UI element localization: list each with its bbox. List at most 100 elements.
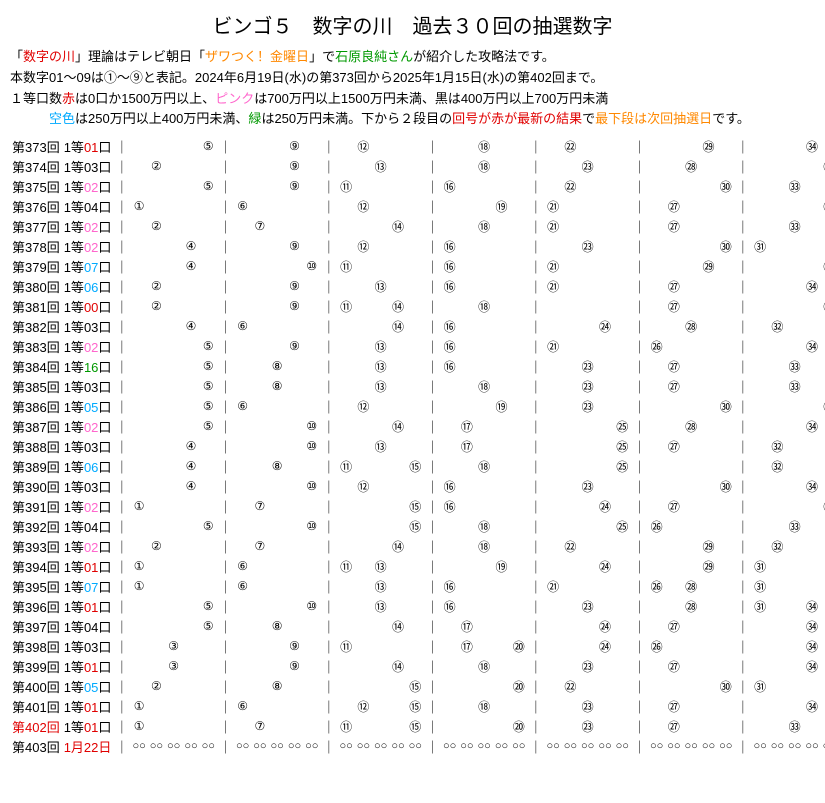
- number-cell: [769, 496, 786, 516]
- number-cell: [700, 576, 717, 596]
- number-cell: ㉑: [544, 576, 561, 596]
- number-cell: [751, 136, 768, 156]
- number-cell: [510, 416, 527, 436]
- number-cell: [821, 376, 825, 396]
- number-cell: [148, 176, 165, 196]
- number-cell: [182, 136, 199, 156]
- number-cell: [493, 636, 510, 656]
- round-label: 第373回: [10, 136, 62, 156]
- number-cell: [493, 676, 510, 696]
- number-cell: [130, 236, 147, 256]
- number-cell: [269, 396, 286, 416]
- number-cell: [372, 236, 389, 256]
- number-cell: ㉚: [717, 236, 734, 256]
- number-cell: ⑩: [303, 476, 320, 496]
- number-cell: [562, 296, 579, 316]
- number-cell: ㉟: [821, 156, 825, 176]
- separator: ｜: [320, 236, 337, 256]
- separator: ｜: [734, 156, 751, 176]
- number-cell: [717, 336, 734, 356]
- number-cell: ㉝: [786, 356, 803, 376]
- number-cell: [510, 336, 527, 356]
- separator: ｜: [217, 616, 234, 636]
- number-cell: ⑩: [303, 256, 320, 276]
- number-cell: [130, 416, 147, 436]
- number-cell: [251, 196, 268, 216]
- number-cell: [303, 456, 320, 476]
- number-cell: [182, 336, 199, 356]
- number-cell: [614, 196, 631, 216]
- number-cell: ⑥: [234, 396, 251, 416]
- separator: ｜: [320, 716, 337, 736]
- number-cell: [700, 656, 717, 676]
- number-cell: ⑤: [200, 516, 217, 536]
- number-cell: [786, 616, 803, 636]
- desc-text: 回号が赤が最新の結果: [452, 111, 582, 126]
- number-cell: ㉞: [803, 656, 820, 676]
- separator: ｜: [217, 676, 234, 696]
- number-cell: [614, 616, 631, 636]
- separator: ｜: [217, 536, 234, 556]
- number-cell: [562, 196, 579, 216]
- number-cell: ㉑: [544, 256, 561, 276]
- number-cell: [821, 456, 825, 476]
- number-cell: [269, 596, 286, 616]
- number-cell: [803, 576, 820, 596]
- number-cell: [751, 376, 768, 396]
- number-cell: [544, 616, 561, 636]
- separator: ｜: [631, 656, 648, 676]
- number-cell: [700, 176, 717, 196]
- desc-text: 赤: [62, 91, 75, 106]
- separator: ｜: [320, 696, 337, 716]
- number-cell: [769, 596, 786, 616]
- number-cell: [441, 456, 458, 476]
- separator: ｜: [527, 656, 544, 676]
- empty-cell: ○○: [165, 736, 182, 756]
- number-cell: [683, 256, 700, 276]
- number-cell: [700, 396, 717, 416]
- number-cell: ㉞: [803, 416, 820, 436]
- number-cell: [303, 616, 320, 636]
- number-cell: [389, 516, 406, 536]
- separator: ｜: [734, 296, 751, 316]
- number-cell: [148, 256, 165, 276]
- number-cell: [751, 256, 768, 276]
- number-cell: [821, 216, 825, 236]
- separator: ｜: [734, 316, 751, 336]
- number-cell: [372, 256, 389, 276]
- number-cell: [596, 196, 613, 216]
- separator: ｜: [320, 456, 337, 476]
- number-cell: [648, 676, 665, 696]
- separator: ｜: [113, 236, 130, 256]
- number-cell: [303, 156, 320, 176]
- number-cell: ㉗: [665, 276, 682, 296]
- number-cell: [476, 716, 493, 736]
- number-cell: [182, 416, 199, 436]
- number-cell: [372, 216, 389, 236]
- number-cell: [476, 196, 493, 216]
- separator: ｜: [424, 556, 441, 576]
- separator: ｜: [217, 496, 234, 516]
- number-cell: [286, 716, 303, 736]
- separator: ｜: [527, 496, 544, 516]
- desc-text: が紹介した攻略法です。: [413, 49, 555, 64]
- number-cell: [407, 436, 424, 456]
- number-cell: ⑩: [303, 436, 320, 456]
- number-cell: [596, 456, 613, 476]
- separator: ｜: [113, 536, 130, 556]
- number-cell: ⑭: [389, 536, 406, 556]
- number-cell: [596, 416, 613, 436]
- number-cell: [562, 496, 579, 516]
- number-cell: [579, 336, 596, 356]
- number-cell: [821, 536, 825, 556]
- number-cell: ㉞: [803, 136, 820, 156]
- separator: ｜: [734, 456, 751, 476]
- number-cell: [148, 396, 165, 416]
- number-cell: ⑯: [441, 276, 458, 296]
- number-cell: [130, 476, 147, 496]
- number-cell: [648, 596, 665, 616]
- number-cell: ⑯: [441, 496, 458, 516]
- empty-cell: ○○: [614, 736, 631, 756]
- number-cell: [700, 296, 717, 316]
- number-cell: [596, 336, 613, 356]
